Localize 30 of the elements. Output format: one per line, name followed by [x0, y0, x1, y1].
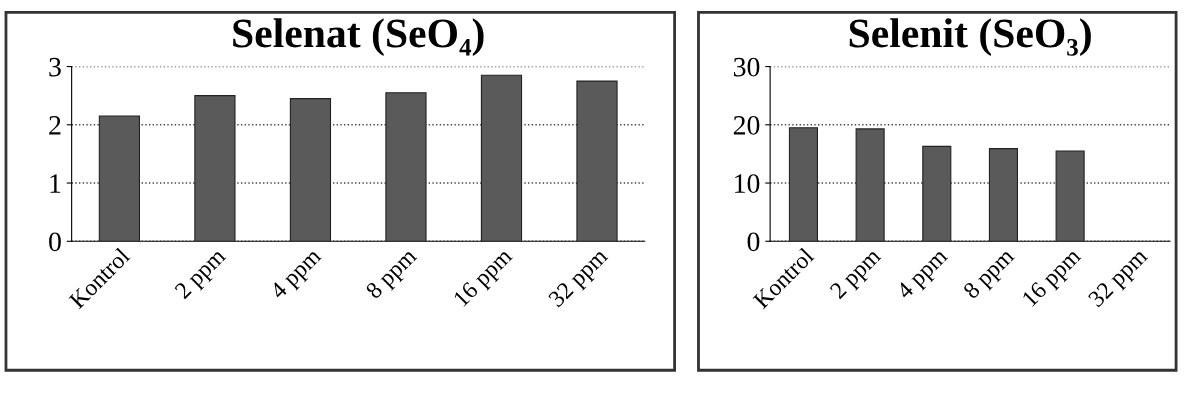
- bar: [98, 115, 141, 242]
- bar: [1055, 150, 1085, 242]
- y-tick-label: 3: [49, 57, 61, 77]
- x-tick-label: 32 ppm: [1087, 246, 1152, 312]
- bar: [480, 74, 523, 242]
- y-tick-label: 10: [735, 174, 760, 193]
- x-tick-label: 2 ppm: [829, 246, 886, 303]
- x-tick-label: 4 ppm: [269, 247, 326, 304]
- x-tick-label: 16 ppm: [1021, 246, 1085, 311]
- y-tick-label: 2: [49, 116, 61, 135]
- x-tick-label: 8 ppm: [364, 246, 421, 303]
- y-tick-label: 1: [50, 174, 61, 193]
- bar: [194, 95, 236, 242]
- chart-title: Selenit (SeO₃): [849, 18, 1091, 56]
- x-tick-label: 4 ppm: [895, 247, 952, 304]
- y-tick-label: 30: [733, 57, 760, 77]
- x-tick-label: 32 ppm: [547, 246, 612, 312]
- y-tick-label: 20: [733, 115, 760, 135]
- bar: [988, 148, 1019, 242]
- chart-title: Selenat (SeO₄): [233, 18, 484, 56]
- y-tick-label: 0: [49, 232, 61, 252]
- bar: [855, 128, 885, 242]
- bar: [788, 127, 819, 242]
- bar: [922, 145, 952, 242]
- x-tick-label: 16 ppm: [452, 246, 517, 311]
- bar: [385, 92, 427, 242]
- bar: [576, 80, 618, 242]
- x-tick-label: 2 ppm: [173, 246, 230, 303]
- bar: [289, 98, 332, 242]
- x-tick-label: 8 ppm: [962, 246, 1019, 303]
